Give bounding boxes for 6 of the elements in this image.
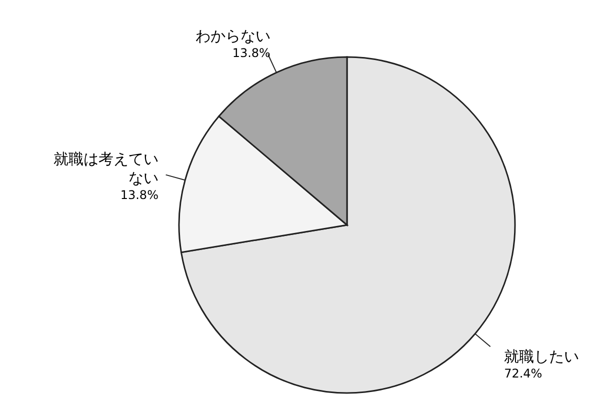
data-label: 72.4% — [504, 366, 542, 380]
data-label: 13.8% — [232, 46, 270, 60]
slice-label: わからない — [195, 27, 270, 46]
data-label: 13.8% — [120, 188, 158, 202]
slice-label: 就職したい — [504, 347, 580, 366]
slice-label: 就職は考えていない — [53, 150, 158, 188]
